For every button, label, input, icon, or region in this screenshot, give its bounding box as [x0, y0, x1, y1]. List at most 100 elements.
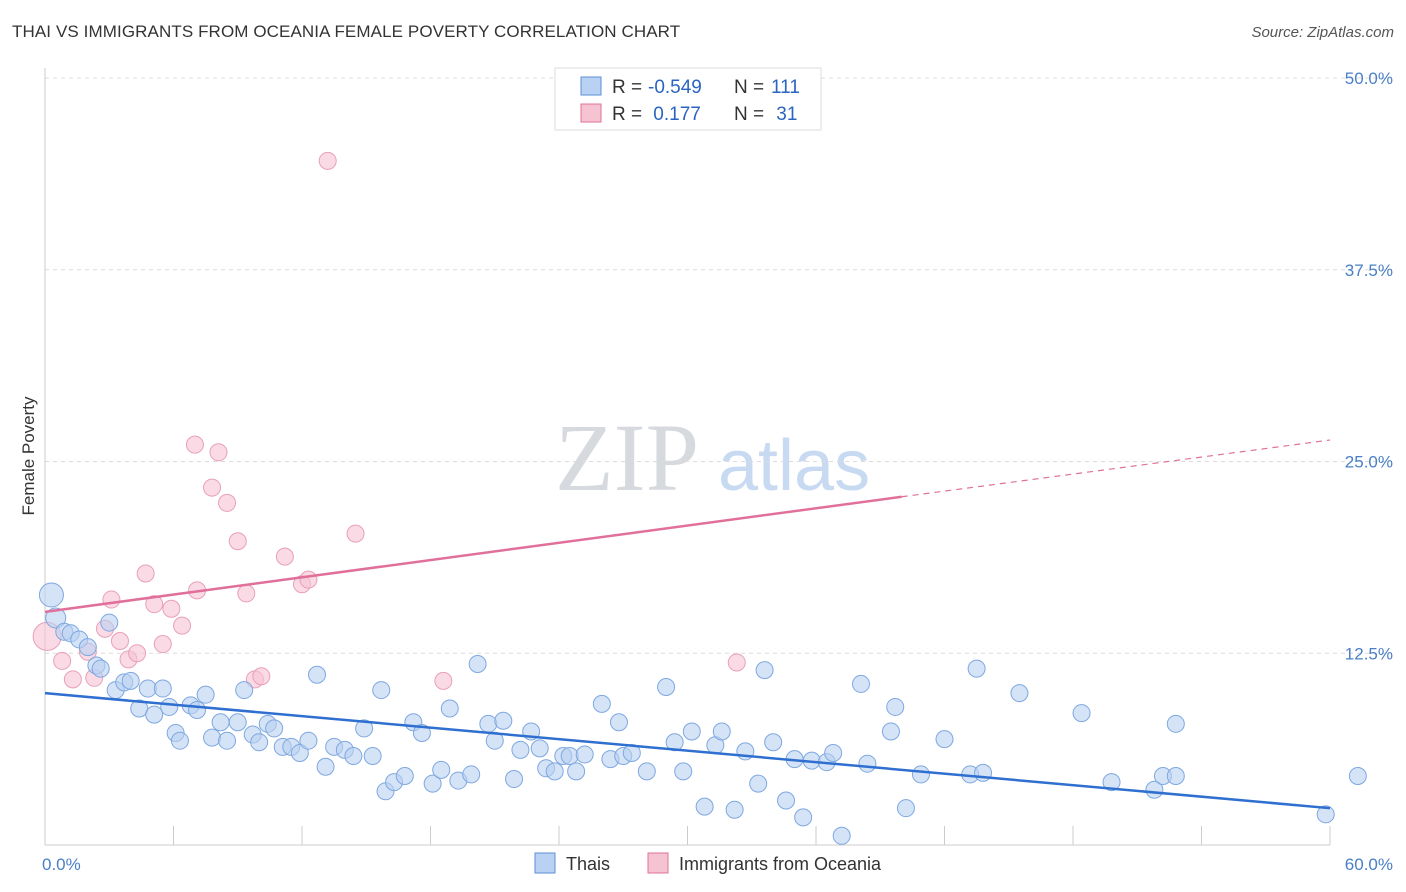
thais-point	[160, 697, 179, 716]
y-tick-label: 25.0%	[1345, 453, 1393, 472]
legend-r-value-1: -0.549	[648, 77, 702, 98]
trend-lines	[44, 439, 1331, 810]
thais-point	[316, 757, 335, 776]
thais-point	[764, 733, 783, 752]
oceania-point	[128, 644, 147, 663]
legend-swatch-oceania	[580, 103, 602, 123]
grid-lines	[45, 77, 1392, 654]
watermark-zip: ZIP	[555, 404, 699, 511]
thais-point	[363, 747, 382, 766]
thais-point	[265, 719, 284, 738]
oceania-trend-line	[44, 495, 902, 614]
oceania-point	[153, 635, 172, 654]
thais-point	[824, 743, 843, 762]
thais-point	[511, 740, 530, 759]
thais-point	[1316, 805, 1335, 824]
thais-point	[592, 694, 611, 713]
thais-point	[682, 722, 701, 741]
y-tick-label: 12.5%	[1345, 644, 1393, 663]
legend-r-label-1: R =	[612, 77, 642, 98]
thais-point	[794, 808, 813, 827]
oceania-point	[434, 671, 453, 690]
thais-point	[749, 774, 768, 793]
thais-point	[575, 745, 594, 764]
oceania-point	[102, 590, 121, 609]
y-tick-label: 50.0%	[1345, 69, 1393, 88]
thais-point	[121, 671, 140, 690]
thais-point	[395, 766, 414, 785]
oceania-point	[209, 443, 228, 462]
thais-point	[468, 654, 487, 673]
thais-point	[712, 722, 731, 741]
thais-point	[462, 765, 481, 784]
thais-point	[1348, 766, 1367, 785]
thais-point	[530, 739, 549, 758]
legend-swatch-thais	[580, 76, 602, 96]
legend-r-value-2: 0.177	[648, 104, 701, 125]
thais-trend-line	[44, 691, 1331, 810]
thais-point	[560, 747, 579, 766]
thais-point	[832, 826, 851, 845]
thais-point	[479, 714, 498, 733]
y-axis-label: Female Poverty	[19, 396, 38, 516]
thais-point	[695, 797, 714, 816]
legend-n-label-1: N =	[734, 77, 764, 98]
oceania-trend-extension	[901, 439, 1331, 498]
thais-point	[858, 754, 877, 773]
thais-point	[886, 697, 905, 716]
thais-point	[170, 731, 189, 750]
thais-point	[935, 730, 954, 749]
y-tick-label: 37.5%	[1345, 261, 1393, 280]
thais-point	[307, 665, 326, 684]
thais-point	[896, 799, 915, 818]
thais-point	[1166, 766, 1185, 785]
thais-point	[100, 613, 119, 632]
legend-n-value-1: 111	[771, 77, 800, 98]
thais-point	[153, 679, 172, 698]
thais-point	[1010, 684, 1029, 703]
thais-point	[372, 681, 391, 700]
thais-point	[235, 681, 254, 700]
thais-point	[38, 582, 64, 608]
thais-point	[211, 713, 230, 732]
thais-point	[432, 760, 451, 779]
thais-point	[545, 762, 564, 781]
thais-point	[494, 711, 513, 730]
thais-point	[203, 728, 222, 747]
bottom-legend-swatch-oceania	[647, 852, 669, 874]
thais-point	[91, 659, 110, 678]
oceania-point	[218, 493, 237, 512]
thais-point	[45, 607, 67, 629]
thais-point	[344, 747, 363, 766]
axes	[44, 68, 1331, 846]
legend-r-label-2: R =	[612, 104, 642, 125]
thais-point	[440, 699, 459, 718]
thais-point	[755, 661, 774, 680]
thais-point	[290, 743, 309, 762]
thais-point	[505, 770, 524, 789]
oceania-point	[252, 667, 271, 686]
x-tick-label: 0.0%	[42, 855, 81, 874]
chart-title: THAI VS IMMIGRANTS FROM OCEANIA FEMALE P…	[12, 22, 681, 41]
series-thais-points	[38, 582, 1367, 845]
oceania-point	[727, 653, 746, 672]
thais-point	[851, 674, 870, 693]
oceania-point	[145, 595, 164, 614]
oceania-point	[173, 616, 192, 635]
thais-point	[881, 722, 900, 741]
source-label: Source: ZipAtlas.com	[1251, 24, 1394, 41]
thais-point	[567, 762, 586, 781]
thais-point	[412, 724, 431, 743]
watermark: ZIP atlas	[555, 404, 870, 511]
legend-n-value-2: 31	[771, 104, 797, 125]
oceania-point	[136, 564, 155, 583]
legend-n-label-2: N =	[734, 104, 764, 125]
thais-point	[1166, 714, 1185, 733]
oceania-point	[228, 532, 247, 551]
oceania-point	[275, 547, 294, 566]
thais-point	[250, 733, 269, 752]
oceania-point	[318, 151, 337, 170]
thais-point	[1072, 704, 1091, 723]
thais-point	[674, 762, 693, 781]
